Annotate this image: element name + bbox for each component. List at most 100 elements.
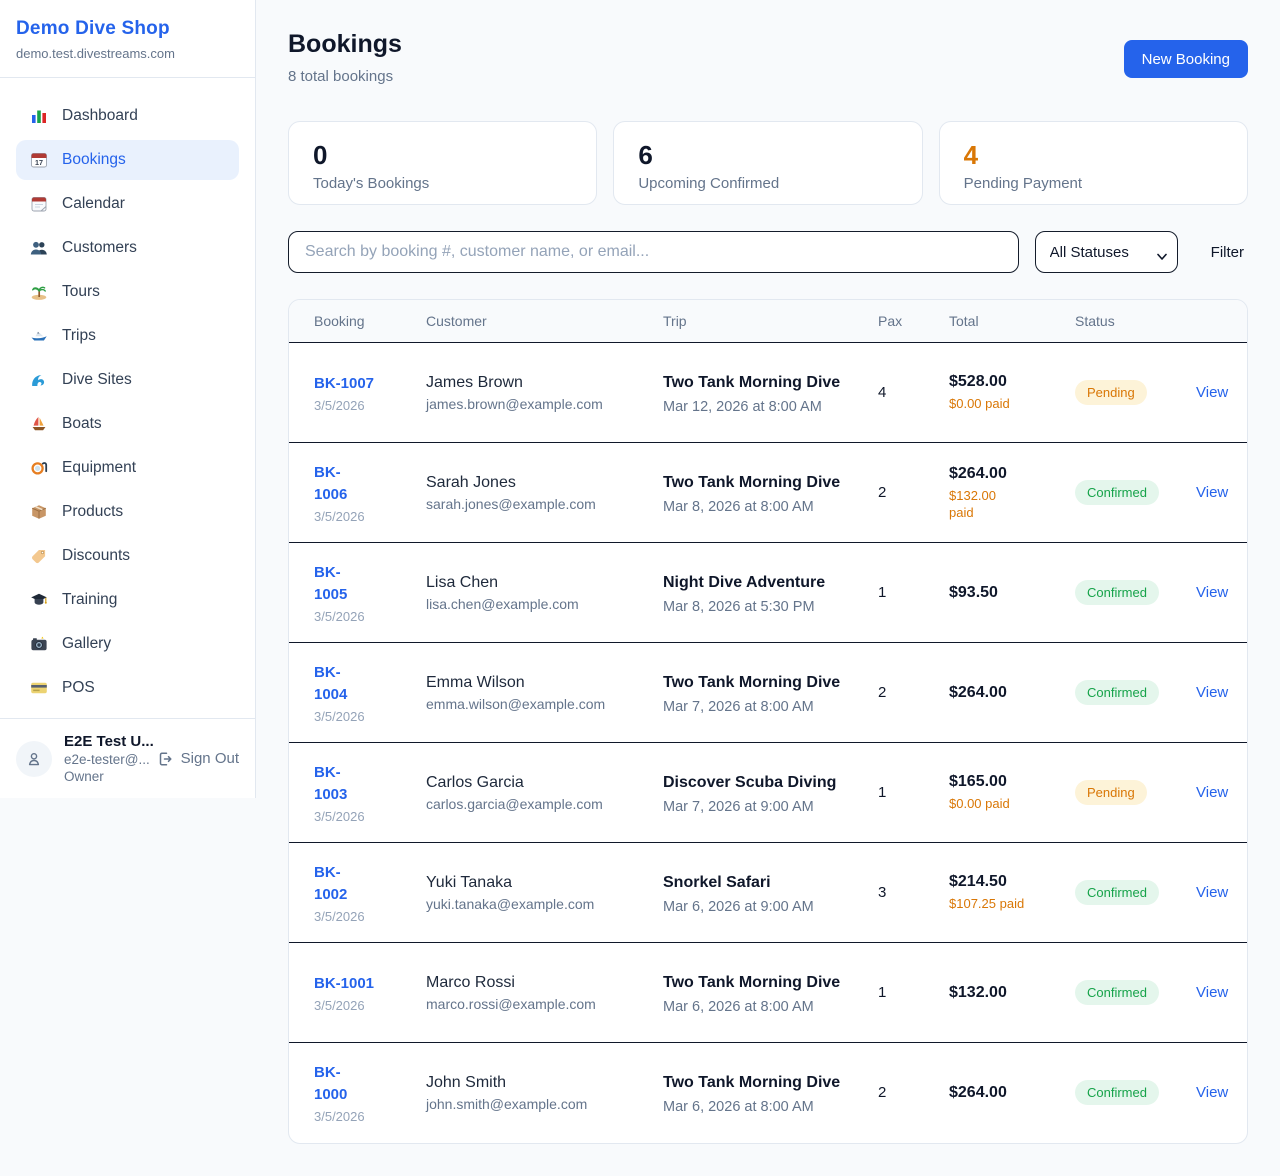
user-name: E2E Test U...: [64, 733, 154, 750]
bar-chart-icon: [30, 107, 48, 125]
sidebar-item-label: Training: [62, 591, 118, 608]
sign-out-icon: [156, 750, 174, 768]
sidebar-item-label: Equipment: [62, 459, 137, 476]
booking-number-link[interactable]: BK- 1004: [314, 663, 348, 703]
status-badge: Confirmed: [1075, 680, 1159, 705]
user-icon: [28, 752, 40, 765]
booking-date: 3/5/2026: [314, 708, 365, 724]
search-input[interactable]: [288, 231, 1019, 273]
sidebar-item-gallery[interactable]: Gallery: [16, 624, 239, 664]
booking-date: 3/5/2026: [314, 397, 365, 413]
user-meta: E2E Test U... e2e-tester@... Owner: [64, 733, 154, 784]
sidebar-item-dashboard[interactable]: Dashboard: [16, 96, 239, 136]
brand-name: Demo Dive Shop: [16, 18, 170, 39]
sidebar-item-customers[interactable]: Customers: [16, 228, 239, 268]
booking-date: 3/5/2026: [314, 808, 365, 824]
total-amount: $264.00: [949, 464, 1007, 482]
status-badge: Confirmed: [1075, 880, 1159, 905]
sidebar-user-section: E2E Test U... e2e-tester@... Owner Sign …: [0, 718, 255, 798]
grad-cap-icon: [30, 591, 48, 609]
booking-row-BK-1007: BK-1007 3/5/2026 James Brown james.brown@ex…: [289, 342, 1247, 443]
view-link[interactable]: View: [1196, 483, 1229, 501]
sidebar-item-products[interactable]: Products: [16, 492, 239, 532]
booking-date: 3/5/2026: [314, 908, 365, 924]
status-badge: Pending: [1075, 780, 1147, 805]
paid-amount: $107.25 paid: [949, 896, 1025, 911]
column-header-total: Total: [949, 300, 1075, 343]
booking-number-link[interactable]: BK- 1005: [314, 563, 348, 603]
status-filter-select[interactable]: All Statuses: [1034, 231, 1178, 273]
filter-row: All Statuses Filter: [288, 231, 1248, 273]
trip-name: Two Tank Morning Dive: [663, 1073, 841, 1091]
total-amount: $214.50: [949, 873, 1007, 890]
sidebar-item-label: POS: [62, 679, 95, 696]
column-header-booking: Booking: [289, 300, 426, 343]
booking-date: 3/5/2026: [314, 608, 365, 624]
booking-number-link[interactable]: BK- 1000: [314, 1063, 348, 1103]
sidebar-item-label: Dive Sites: [62, 371, 132, 388]
pax-count: 4: [878, 383, 887, 401]
booking-number-link[interactable]: BK-1001: [314, 974, 375, 992]
booking-number-link[interactable]: BK- 1006: [314, 463, 348, 503]
customer-email: emma.wilson@example.com: [426, 695, 606, 712]
view-link[interactable]: View: [1196, 383, 1229, 401]
view-link[interactable]: View: [1196, 1083, 1229, 1101]
trip-name: Two Tank Morning Dive: [663, 673, 841, 691]
total-amount: $264.00: [949, 683, 1007, 701]
sidebar-item-training[interactable]: Training: [16, 580, 239, 620]
sidebar: Demo Dive Shop demo.test.divestreams.com…: [0, 0, 256, 798]
paid-amount: $132.00 paid: [949, 487, 996, 520]
sidebar-item-discounts[interactable]: Discounts: [16, 536, 239, 576]
sidebar-item-pos[interactable]: POS: [16, 668, 239, 708]
view-link[interactable]: View: [1196, 683, 1229, 701]
stat-label: Pending Payment: [963, 174, 1083, 192]
trip-datetime: Mar 8, 2026 at 8:00 AM: [663, 498, 814, 515]
column-header-trip: Trip: [663, 300, 878, 343]
status-filter-wrap: All Statuses: [1034, 231, 1178, 273]
sidebar-item-label: Gallery: [62, 635, 112, 652]
trip-name: Two Tank Morning Dive: [663, 473, 841, 491]
pax-count: 1: [878, 783, 887, 801]
view-link[interactable]: View: [1196, 783, 1229, 801]
booking-number-link[interactable]: BK- 1003: [314, 763, 348, 803]
sidebar-item-dive-sites[interactable]: Dive Sites: [16, 360, 239, 400]
sidebar-item-boats[interactable]: Boats: [16, 404, 239, 444]
filter-button[interactable]: Filter: [1210, 243, 1244, 261]
sidebar-item-label: Calendar: [62, 195, 125, 212]
sailboat-icon: [30, 415, 48, 433]
sidebar-item-equipment[interactable]: Equipment: [16, 448, 239, 488]
page-subtitle: 8 total bookings: [288, 68, 394, 85]
customer-email: sarah.jones@example.com: [426, 495, 596, 512]
trip-datetime: Mar 7, 2026 at 8:00 AM: [663, 698, 814, 715]
stat-card-pending-payment: 4 Pending Payment: [938, 121, 1248, 205]
customer-name: Marco Rossi: [426, 973, 515, 991]
sidebar-item-label: Tours: [62, 283, 100, 300]
sidebar-item-trips[interactable]: Trips: [16, 316, 239, 356]
stat-card-today-s-bookings: 0 Today's Bookings: [288, 121, 598, 205]
column-header-status: Status: [1075, 300, 1196, 343]
trip-datetime: Mar 7, 2026 at 9:00 AM: [663, 798, 814, 815]
pax-count: 2: [878, 483, 887, 501]
total-amount: $264.00: [949, 1083, 1007, 1101]
sidebar-item-label: Trips: [62, 327, 96, 344]
sidebar-item-calendar[interactable]: Calendar: [16, 184, 239, 224]
main-content: Bookings 8 total bookings New Booking 0 T…: [256, 0, 1280, 1176]
view-link[interactable]: View: [1196, 583, 1229, 601]
trip-name: Snorkel Safari: [663, 873, 771, 891]
view-link[interactable]: View: [1196, 883, 1229, 901]
sign-out-button[interactable]: Sign Out: [156, 750, 239, 768]
view-link[interactable]: View: [1196, 983, 1229, 1001]
sidebar-item-bookings[interactable]: 17 Bookings: [16, 140, 239, 180]
sidebar-item-tours[interactable]: Tours: [16, 272, 239, 312]
trip-name: Two Tank Morning Dive: [663, 373, 841, 391]
customer-email: yuki.tanaka@example.com: [426, 895, 595, 912]
booking-number-link[interactable]: BK-1007: [314, 374, 375, 392]
booking-number-link[interactable]: BK- 1002: [314, 863, 348, 903]
customer-name: James Brown: [426, 373, 523, 391]
new-booking-button[interactable]: New Booking: [1123, 40, 1248, 78]
customer-name: Sarah Jones: [426, 473, 516, 491]
pax-count: 2: [878, 1083, 887, 1101]
status-badge: Confirmed: [1075, 580, 1159, 605]
sidebar-item-label: Boats: [62, 415, 102, 432]
booking-row-BK-1003: BK- 1003 3/5/2026 Carlos Garcia carlos.garci…: [289, 742, 1247, 843]
